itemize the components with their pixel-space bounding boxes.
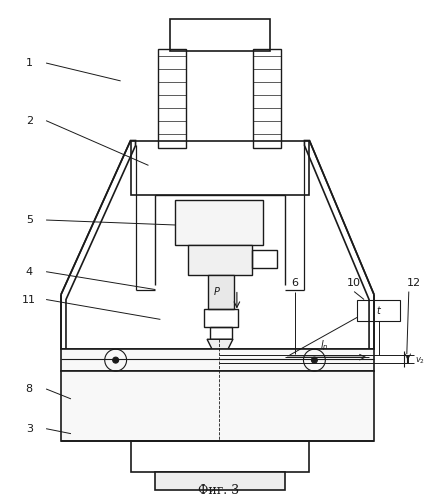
Bar bbox=[130, 440, 309, 472]
Circle shape bbox=[311, 357, 317, 363]
Text: 8: 8 bbox=[25, 384, 33, 394]
Circle shape bbox=[113, 357, 118, 363]
Bar bbox=[204, 310, 237, 328]
Bar bbox=[158, 49, 186, 148]
Text: $v_2$: $v_2$ bbox=[414, 356, 424, 366]
Bar bbox=[61, 371, 373, 440]
Bar bbox=[170, 20, 269, 51]
Text: 5: 5 bbox=[26, 215, 33, 225]
Bar bbox=[356, 300, 399, 322]
Polygon shape bbox=[207, 340, 233, 349]
Bar bbox=[209, 328, 231, 340]
Text: Фиг. 3: Фиг. 3 bbox=[198, 484, 239, 497]
Text: $l_p$: $l_p$ bbox=[319, 339, 328, 353]
Bar bbox=[155, 472, 284, 490]
Bar bbox=[130, 140, 309, 195]
Text: 6: 6 bbox=[290, 278, 297, 287]
Text: P: P bbox=[214, 286, 219, 296]
Bar bbox=[252, 49, 280, 148]
Bar bbox=[208, 274, 233, 310]
Text: $t$: $t$ bbox=[375, 304, 381, 316]
Text: 3: 3 bbox=[26, 424, 33, 434]
Bar bbox=[251, 250, 276, 268]
Text: 11: 11 bbox=[22, 294, 36, 304]
Text: 2: 2 bbox=[25, 116, 33, 126]
Text: 4: 4 bbox=[25, 266, 33, 276]
Bar bbox=[61, 349, 373, 371]
Text: 10: 10 bbox=[346, 278, 360, 287]
Bar bbox=[175, 200, 262, 245]
Text: 1: 1 bbox=[26, 58, 33, 68]
Bar bbox=[188, 245, 251, 274]
Text: 12: 12 bbox=[406, 278, 420, 287]
